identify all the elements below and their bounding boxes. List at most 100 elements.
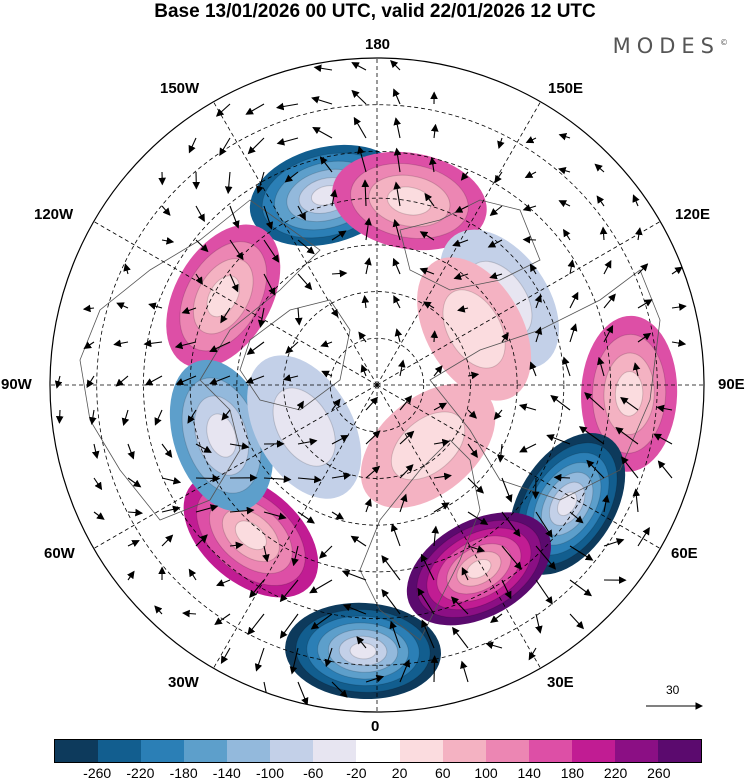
wind-vector bbox=[501, 511, 521, 538]
wind-vector bbox=[493, 409, 503, 420]
wind-vector bbox=[632, 362, 641, 377]
lon-label-120e: 120E bbox=[675, 206, 711, 223]
wind-vector bbox=[245, 375, 265, 384]
wind-vector bbox=[263, 273, 276, 296]
wind-vector bbox=[82, 304, 95, 313]
wind-vector bbox=[181, 306, 197, 315]
wind-vector bbox=[331, 681, 348, 698]
wind-vector bbox=[279, 613, 299, 639]
wind-vector bbox=[489, 271, 503, 280]
lon-label-30w: 30W bbox=[168, 674, 199, 691]
colorbar-tick-label: 180 bbox=[560, 765, 585, 781]
wind-vector bbox=[263, 511, 287, 520]
wind-vector bbox=[311, 96, 333, 105]
wind-vector bbox=[419, 267, 435, 275]
wind-vector bbox=[392, 88, 401, 105]
wind-vector bbox=[331, 511, 345, 520]
wind-vector bbox=[246, 341, 265, 355]
wind-vector bbox=[460, 660, 469, 683]
wind-vector bbox=[365, 465, 381, 479]
wind-vector bbox=[144, 375, 163, 386]
wind-vector bbox=[501, 579, 512, 600]
colorbar-tick-label: -180 bbox=[169, 765, 198, 781]
lon-label-180: 180 bbox=[365, 36, 391, 53]
lon-label-60w: 60W bbox=[44, 545, 75, 562]
wind-vector bbox=[399, 464, 414, 479]
wind-vector bbox=[467, 409, 477, 419]
wind-vector bbox=[195, 443, 212, 453]
wind-vector bbox=[433, 438, 451, 447]
wind-vector bbox=[562, 356, 571, 377]
wind-vector bbox=[364, 217, 372, 241]
wind-vector bbox=[381, 589, 401, 615]
wind-vector bbox=[257, 307, 266, 328]
wind-vector bbox=[229, 541, 244, 550]
colorbar-tick-label: -260 bbox=[83, 765, 112, 781]
wind-vector bbox=[637, 299, 653, 309]
wind-vector bbox=[490, 613, 503, 624]
colorbar-tick-label: 100 bbox=[474, 765, 498, 781]
wind-vector bbox=[220, 647, 231, 664]
wind-vector bbox=[417, 587, 435, 615]
wind-vector bbox=[127, 477, 142, 488]
wind-vector bbox=[603, 293, 616, 309]
wind-vector bbox=[569, 613, 585, 630]
wind-vector bbox=[567, 259, 576, 275]
wind-vector bbox=[313, 64, 333, 73]
wind-vector bbox=[195, 273, 203, 285]
wind-vector bbox=[453, 272, 469, 281]
wind-vector bbox=[529, 361, 537, 377]
wind-vector bbox=[283, 374, 299, 382]
wind-vector bbox=[594, 163, 605, 173]
colorbar-tick-label: 220 bbox=[603, 765, 628, 781]
map-boundary bbox=[49, 57, 705, 713]
wind-vector bbox=[329, 189, 338, 207]
wind-vector bbox=[603, 538, 625, 547]
wind-vector bbox=[558, 133, 571, 141]
wind-vector bbox=[525, 136, 537, 144]
wind-vector bbox=[93, 511, 105, 520]
wind-vector bbox=[229, 273, 239, 293]
wind-vector bbox=[399, 395, 413, 411]
coast-europe bbox=[359, 439, 481, 641]
wind-vector bbox=[319, 156, 333, 173]
wind-vector bbox=[424, 192, 435, 207]
brand-text: MODES bbox=[612, 34, 720, 58]
wind-vector bbox=[393, 181, 401, 207]
wind-vector bbox=[220, 307, 231, 324]
reference-vector bbox=[646, 702, 704, 710]
wind-vectors bbox=[54, 60, 687, 706]
wind-vector bbox=[221, 409, 231, 421]
wind-vector bbox=[195, 504, 219, 513]
wind-vector bbox=[91, 443, 100, 459]
coast-asia bbox=[429, 269, 661, 501]
wind-vector bbox=[291, 545, 299, 567]
wind-vector bbox=[569, 291, 579, 309]
wind-vector bbox=[399, 659, 411, 683]
wind-vector bbox=[563, 228, 571, 241]
wind-vector bbox=[535, 511, 553, 538]
wind-vector bbox=[324, 647, 333, 668]
lon-label-120w: 120W bbox=[34, 206, 74, 223]
wind-vector bbox=[535, 545, 557, 570]
lon-label-150w: 150W bbox=[160, 80, 200, 97]
wind-vector bbox=[393, 295, 401, 309]
wind-vector bbox=[487, 239, 503, 248]
wind-vector bbox=[310, 613, 333, 630]
wind-vector bbox=[275, 102, 299, 111]
wind-vector bbox=[353, 116, 367, 139]
wind-vector bbox=[393, 147, 402, 173]
wind-vector bbox=[319, 545, 333, 559]
wind-vector bbox=[452, 626, 469, 649]
wind-vector bbox=[381, 555, 401, 581]
wind-vector bbox=[485, 641, 503, 650]
wind-vector bbox=[116, 302, 129, 310]
wind-vector bbox=[357, 145, 367, 173]
wind-vector bbox=[620, 397, 639, 411]
coast-east-siberia bbox=[399, 199, 541, 291]
colorbar-swatch bbox=[98, 740, 142, 762]
meridian-line bbox=[376, 384, 661, 549]
wind-vector bbox=[419, 231, 435, 241]
wind-vector bbox=[489, 205, 503, 216]
wind-vector bbox=[161, 534, 174, 547]
